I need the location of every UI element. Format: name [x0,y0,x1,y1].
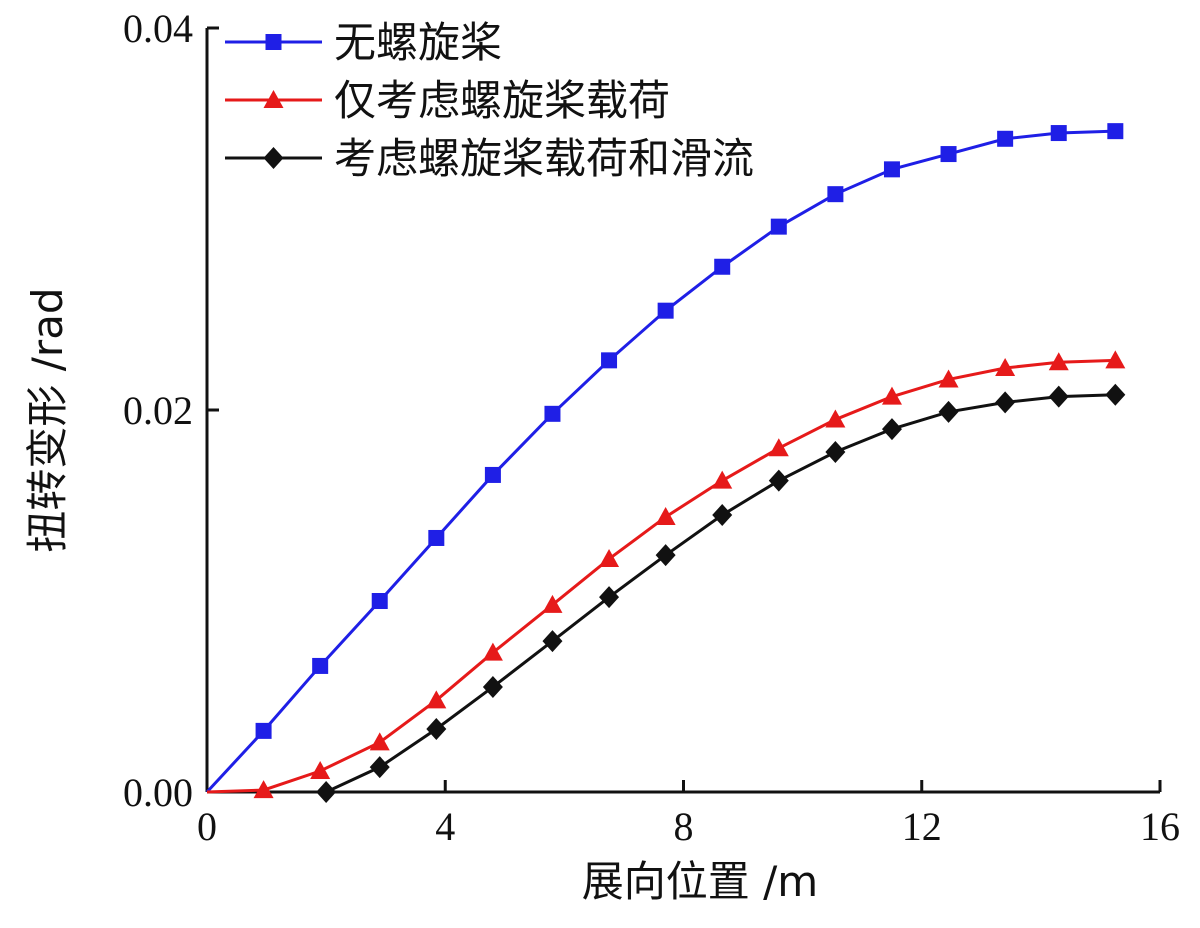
data-point [1048,385,1069,408]
data-point [995,391,1016,414]
data-point [768,469,789,492]
data-point [940,146,957,163]
data-point [712,504,733,527]
x-tick-label: 8 [674,804,694,849]
data-point [714,258,731,275]
series-3 [316,383,1126,803]
data-point [428,529,445,546]
data-point [768,438,789,457]
legend-marker [263,147,284,169]
data-point [881,386,902,405]
ticks: 0 4 8 12 16 0.00 0.02 0.04 [123,6,1180,849]
data-point [542,630,563,653]
x-tick-label: 0 [197,804,217,849]
data-point [655,506,676,525]
x-tick-label: 12 [902,804,942,849]
legend-item-3: 考虑螺旋桨载荷和滑流 [225,134,754,183]
data-point [1048,352,1069,371]
x-tick-label: 4 [435,804,455,849]
legend-marker [263,90,284,108]
data-point [310,760,331,779]
data-point [426,717,447,740]
data-point [542,594,563,613]
legend-item-2: 仅考虑螺旋桨载荷 [225,76,670,125]
data-point [881,418,902,441]
data-point [369,756,390,779]
legend-label: 考虑螺旋桨载荷和滑流 [334,134,754,183]
data-point [825,441,846,464]
data-point [712,470,733,489]
data-point [938,400,959,423]
y-tick-label: 0.02 [123,388,193,433]
data-point [827,186,844,203]
y-axis-title: 扭转变形 /rad [23,287,72,552]
legend-item-1: 无螺旋桨 [225,18,502,67]
data-point [484,466,501,483]
data-point [883,161,900,178]
series-line [206,358,1116,794]
data-point [255,722,272,739]
data-point [825,409,846,428]
legend-label: 仅考虑螺旋桨载荷 [334,76,670,125]
x-axis-title: 展向位置 /m [582,857,818,906]
data-point [995,357,1016,376]
series-line [205,129,1116,794]
data-point [316,781,337,803]
data-point [369,732,390,751]
data-point [426,690,447,709]
data-point [657,302,674,319]
y-tick-label: 0.04 [123,6,193,51]
data-point [253,780,274,799]
series-2 [206,350,1126,799]
data-point [1105,350,1126,369]
legend-label: 无螺旋桨 [334,18,502,67]
data-point [1050,125,1067,142]
data-point [997,130,1014,147]
data-point [371,593,388,609]
data-point [1105,383,1126,406]
data-point [312,657,329,674]
data-point [938,369,959,388]
x-tick-label: 16 [1140,804,1180,849]
legend-marker [265,34,282,50]
series-layer [205,123,1126,803]
data-point [655,544,676,567]
data-point [544,405,561,422]
data-point [599,586,620,609]
data-point [601,352,618,369]
data-point [1107,123,1124,140]
data-point [482,642,503,661]
data-point [599,548,620,567]
data-point [482,675,503,698]
y-tick-label: 0.00 [123,770,193,815]
series-line [325,393,1116,794]
data-point [770,218,787,235]
series-1 [205,123,1124,794]
